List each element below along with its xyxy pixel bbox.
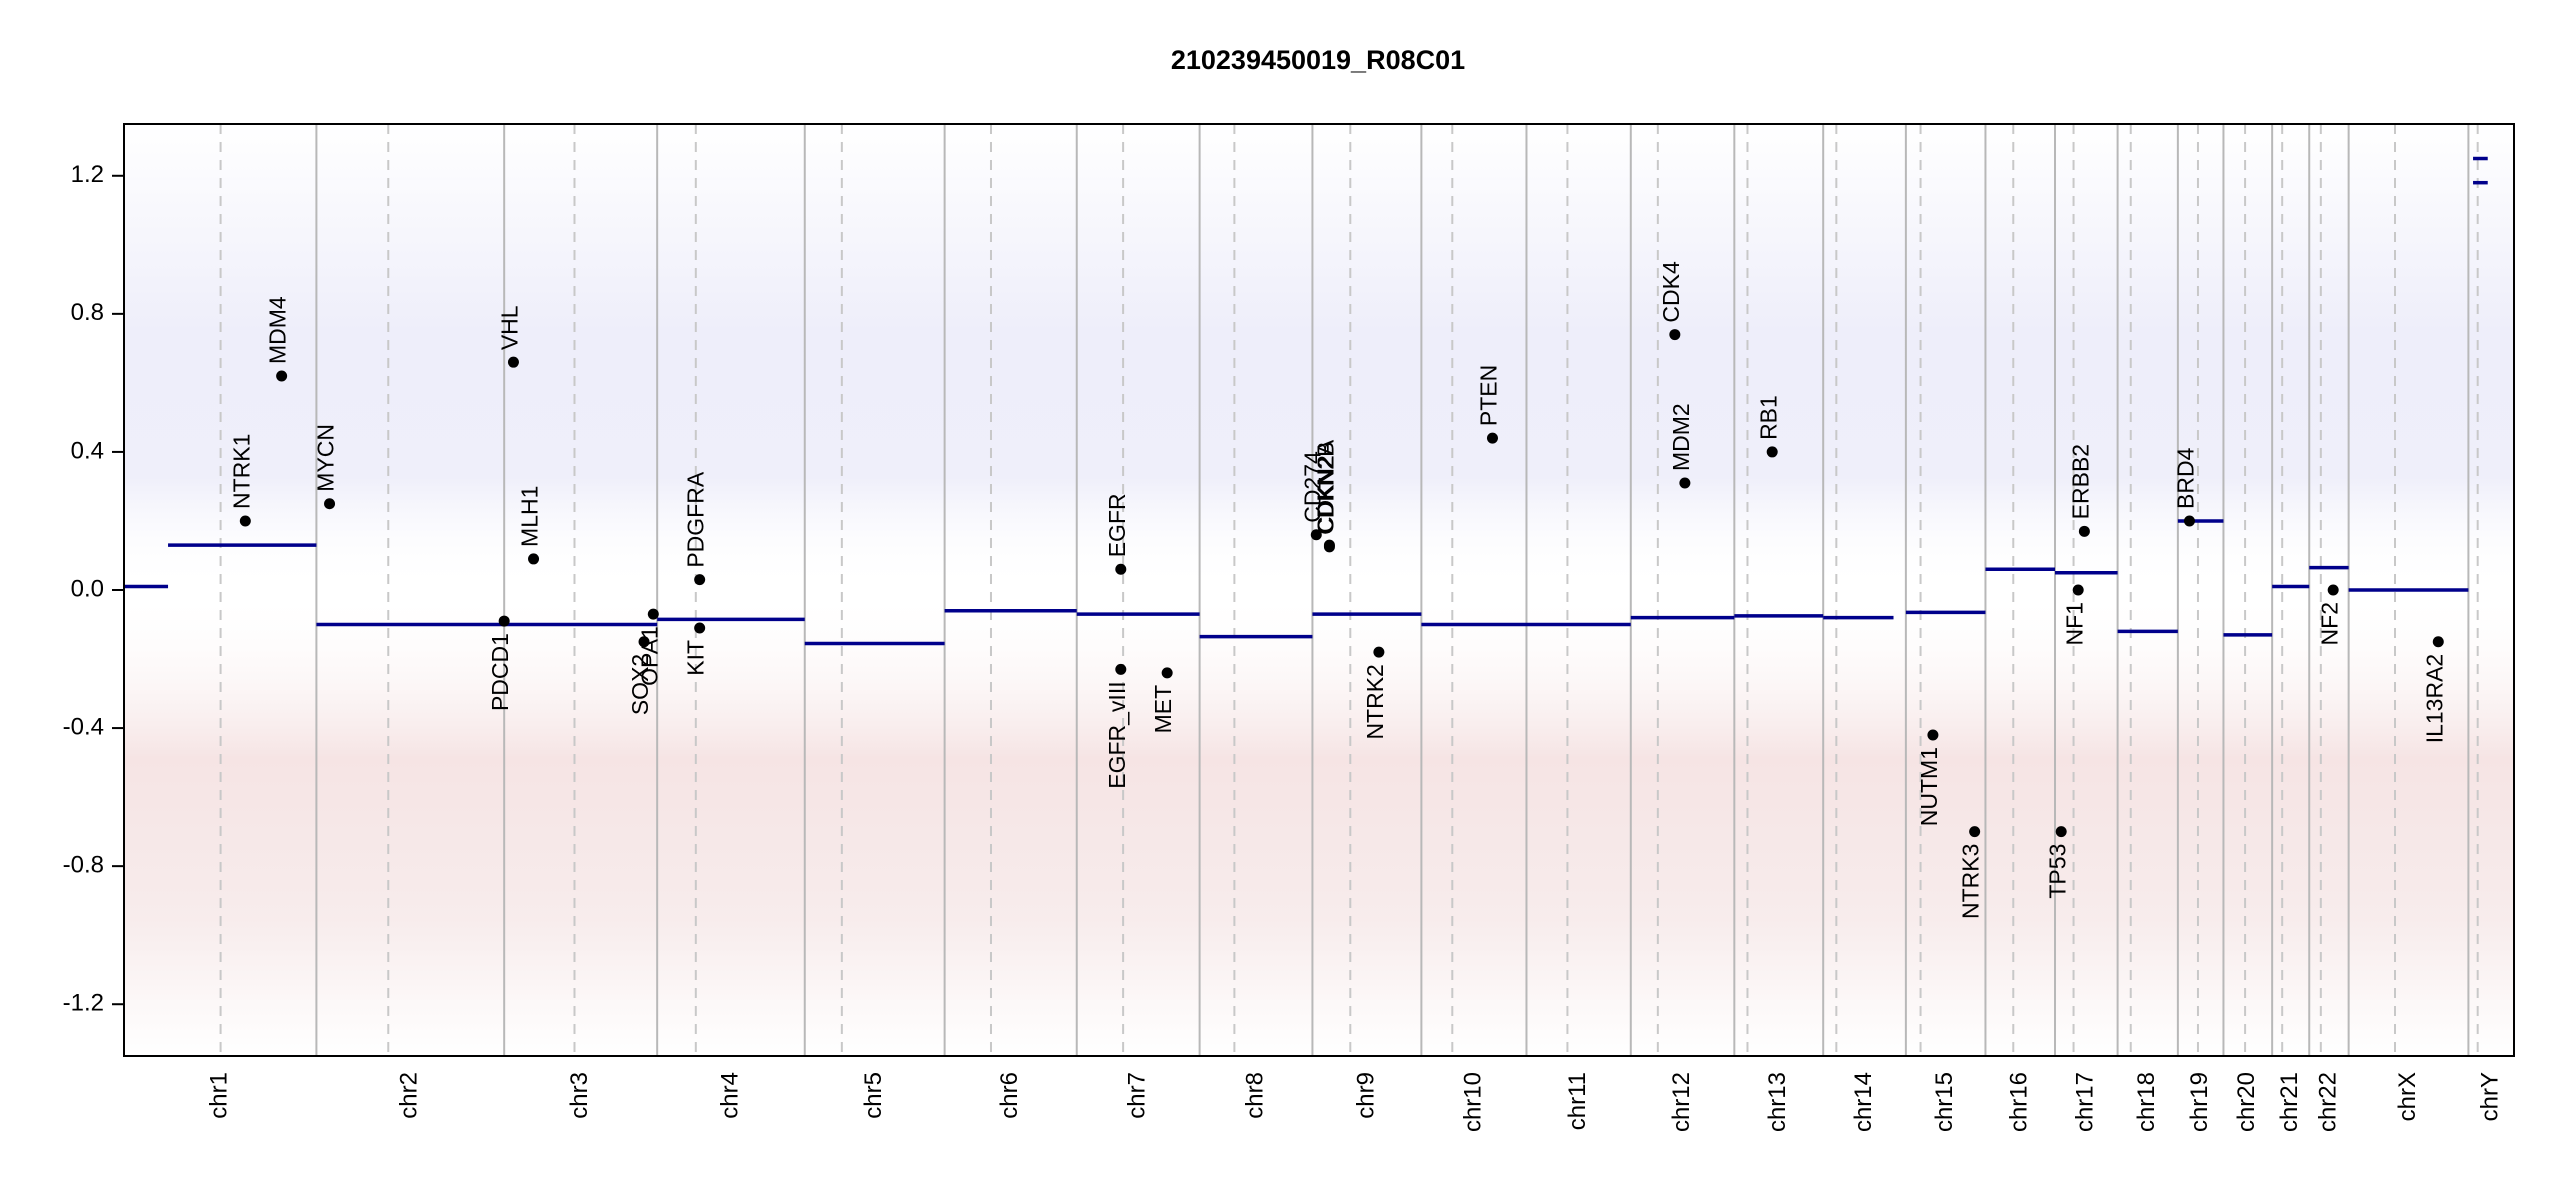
chromosome-label: chr21 (2276, 1072, 2303, 1132)
gene-label: MYCN (313, 424, 339, 492)
gene-label: SOX2 (627, 654, 653, 715)
chromosome-label: chrX (2394, 1072, 2421, 1121)
chromosome-label: chr7 (1124, 1072, 1151, 1119)
gene-label: CD274 (1299, 451, 1325, 523)
gene-point (2078, 525, 2090, 537)
gene-label: RB1 (1755, 395, 1781, 440)
gene-label: MET (1150, 685, 1176, 734)
gene-label: CDKN2B (1313, 442, 1339, 535)
gene-label: KIT (683, 640, 709, 676)
gene-label: NF1 (2061, 602, 2087, 645)
chromosome-label: chr4 (716, 1072, 743, 1119)
gene-point (1310, 529, 1322, 541)
gene-label: IL13RA2 (2421, 654, 2447, 744)
chromosome-label: chr14 (1850, 1072, 1877, 1132)
gene-point (1115, 663, 1127, 675)
gene-label: OPA1 (636, 626, 662, 686)
gene-label: NTRK1 (228, 434, 254, 509)
gene-label: NF2 (2316, 602, 2342, 645)
gene-point (1115, 563, 1127, 575)
gene-label: MDM4 (265, 296, 291, 364)
probe-cloud (124, 124, 2514, 1056)
y-tick-label: 0.8 (71, 299, 104, 326)
chromosome-label: chr22 (2314, 1072, 2341, 1132)
gene-label: MLH1 (517, 486, 543, 547)
gene-label: EGFR (1104, 493, 1130, 557)
gene-point (2432, 636, 2444, 648)
chromosome-label: chr20 (2233, 1072, 2260, 1132)
gene-label: PDCD1 (487, 633, 513, 711)
chromosome-label: chr17 (2072, 1072, 2099, 1132)
gene-point (1486, 432, 1498, 444)
chromosome-label: chr15 (1931, 1072, 1958, 1132)
chromosome-label: chr6 (996, 1072, 1023, 1119)
y-tick-label: -0.4 (63, 713, 104, 740)
chromosome-label: chr19 (2186, 1072, 2213, 1132)
plot-frame (123, 123, 2515, 1057)
gene-point (2055, 826, 2067, 838)
gene-point (638, 636, 650, 648)
gene-label: VHL (497, 305, 523, 350)
y-tick-label: 1.2 (71, 161, 104, 188)
gene-point (647, 608, 659, 620)
y-tick-label: -1.2 (63, 990, 104, 1017)
gene-point (2327, 584, 2339, 596)
chart-title: 210239450019_R08C01 (1171, 45, 1465, 75)
chromosome-label: chr1 (206, 1072, 233, 1119)
chromosome-label: chr3 (566, 1072, 593, 1119)
chromosome-label: chr12 (1668, 1072, 1695, 1132)
gene-label: MDM2 (1668, 403, 1694, 471)
gene-point (1323, 541, 1335, 553)
gene-point (1161, 667, 1173, 679)
gene-label: NTRK3 (1958, 844, 1984, 919)
chromosome-label: chr13 (1764, 1072, 1791, 1132)
chromosome-label: chr9 (1352, 1072, 1379, 1119)
gene-point (2183, 515, 2195, 527)
gene-point (324, 498, 336, 510)
y-tick-label: 0.0 (71, 575, 104, 602)
gene-point (694, 574, 706, 586)
gene-point (1373, 646, 1385, 658)
y-tick-label: 0.4 (71, 437, 104, 464)
gene-point (1669, 329, 1681, 341)
gene-point (2072, 584, 2084, 596)
gene-point (694, 622, 706, 634)
gene-label: NUTM1 (1916, 747, 1942, 826)
gene-label: NTRK2 (1362, 664, 1388, 739)
gene-point (1927, 729, 1939, 741)
gene-label: PTEN (1476, 365, 1502, 426)
chromosome-label: chr2 (396, 1072, 423, 1119)
chromosome-label: chr16 (2006, 1072, 2033, 1132)
gene-label: EGFR_vIII (1104, 681, 1130, 788)
gene-point (498, 615, 510, 627)
gene-point (1766, 446, 1778, 458)
gene-label: PDGFRA (683, 471, 709, 568)
gene-label: TP53 (2044, 844, 2070, 899)
chromosome-label: chr11 (1564, 1072, 1591, 1130)
gene-label: CDK4 (1658, 261, 1684, 323)
chromosome-label: chr18 (2133, 1072, 2160, 1132)
gene-point (528, 553, 540, 565)
chromosome-label: chr8 (1241, 1072, 1268, 1119)
gene-point (1969, 826, 1981, 838)
gene-point (276, 370, 288, 382)
gene-point (239, 515, 251, 527)
chromosome-label: chrY (2477, 1072, 2504, 1121)
gene-label: ERBB2 (2067, 444, 2093, 519)
gene-point (1679, 477, 1691, 489)
chromosome-label: chr10 (1459, 1072, 1486, 1132)
gene-point (507, 356, 519, 368)
gene-label: CDKN2A (1313, 439, 1339, 533)
gene-label: BRD4 (2173, 447, 2199, 509)
chromosome-label: chr5 (860, 1072, 887, 1119)
y-tick-label: -0.8 (63, 851, 104, 878)
